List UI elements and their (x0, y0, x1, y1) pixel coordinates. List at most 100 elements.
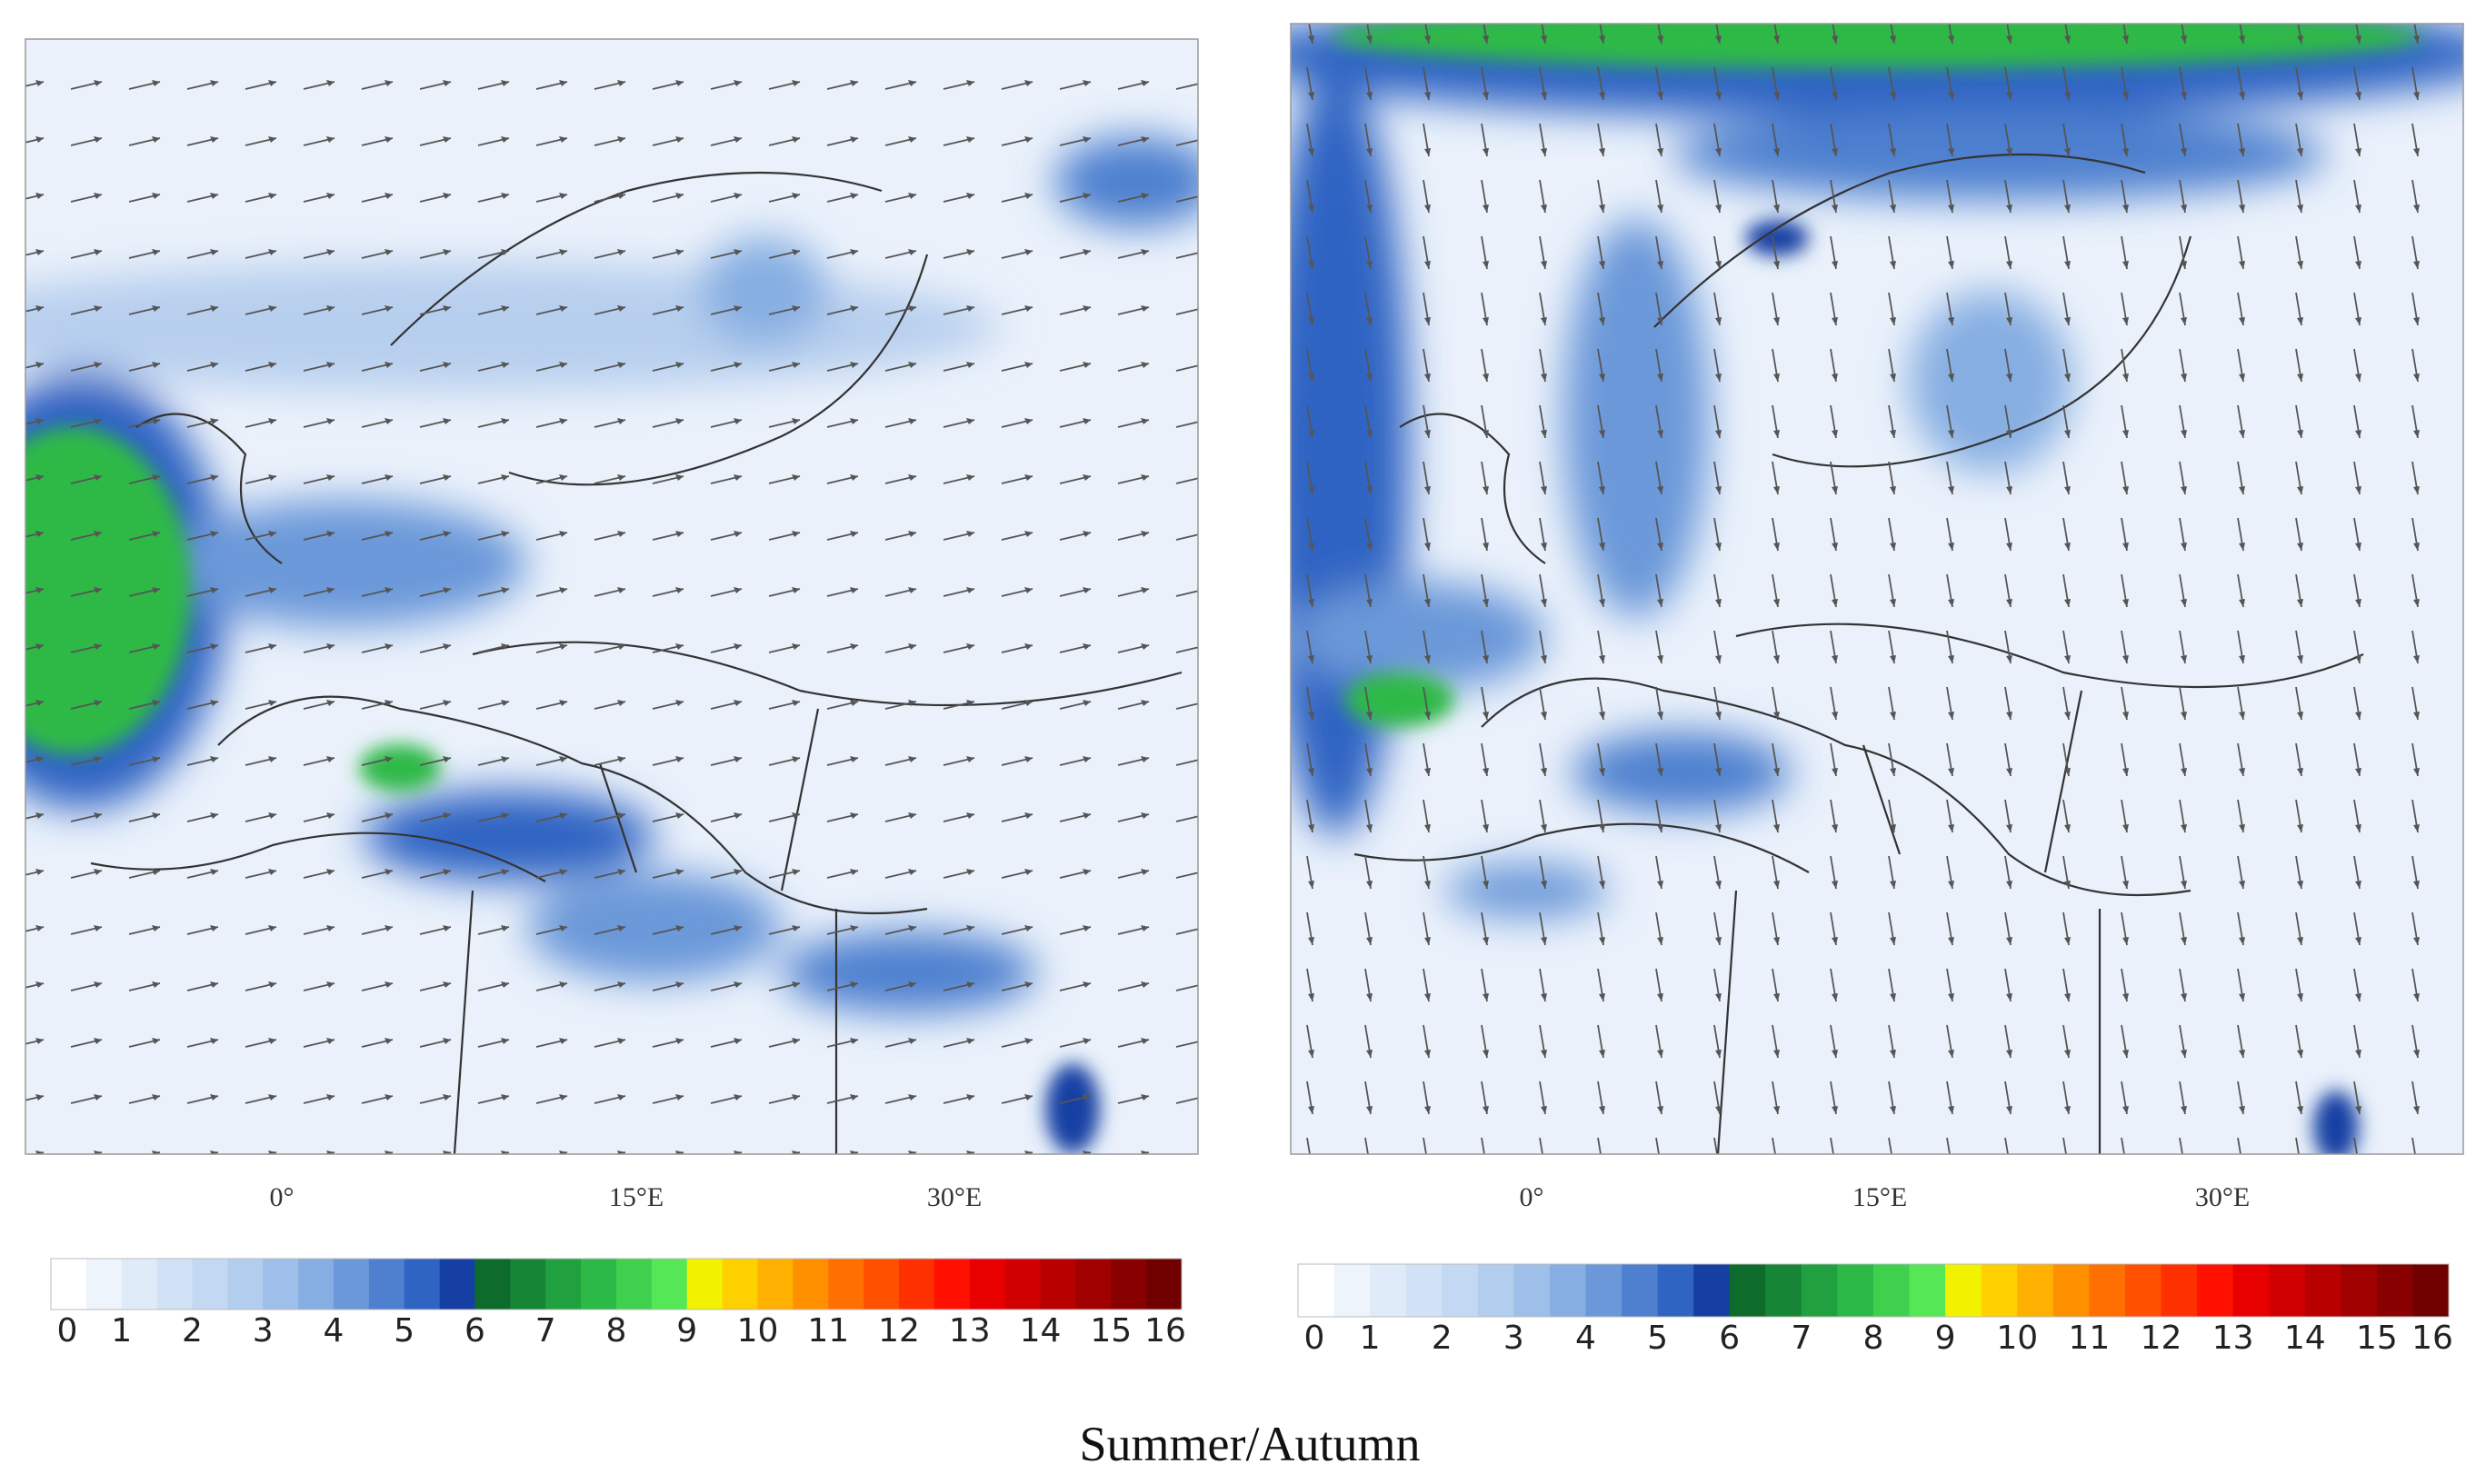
colorbar-swatch (192, 1259, 228, 1310)
colorbar-swatch (298, 1259, 334, 1310)
map-frame (1290, 23, 2464, 1155)
colorbar-swatch (1909, 1264, 1946, 1317)
colorbar-swatch (1513, 1264, 1551, 1317)
colorbar-tick-label: 14 (1020, 1312, 1062, 1350)
colorbar-swatch (474, 1259, 511, 1310)
colorbar-swatch (1981, 1264, 2018, 1317)
colorbar-swatch (2089, 1264, 2126, 1317)
colorbar-swatch (1549, 1264, 1586, 1317)
colorbar-swatch (1298, 1264, 1335, 1317)
colorbar-swatch (757, 1259, 794, 1310)
colorbar-swatch (1333, 1264, 1371, 1317)
colorbar-tick-label: 8 (1863, 1320, 1884, 1357)
colorbar-swatch (2232, 1264, 2270, 1317)
colorbar-tick-label: 2 (1432, 1320, 1453, 1357)
colorbar-tick-label: 2 (182, 1312, 203, 1350)
longitude-label: 0° (270, 1182, 295, 1212)
colorbar-swatch (616, 1259, 653, 1310)
caption: Summer/Autumn (1080, 1417, 1421, 1471)
colorbar-swatch (263, 1259, 299, 1310)
map-left (25, 39, 1198, 1154)
colorbar-swatch (1585, 1264, 1622, 1317)
colorbar-tick-label: 6 (464, 1312, 485, 1350)
colorbar-tick-label: 11 (807, 1312, 849, 1350)
colorbar-swatch (334, 1259, 370, 1310)
wind-vectors (25, 39, 1198, 1154)
colorbar-swatch (1004, 1259, 1041, 1310)
colorbar-tick-label: 4 (324, 1312, 344, 1350)
colorbar-swatch (2412, 1264, 2450, 1317)
colorbar-swatch (2304, 1264, 2341, 1317)
colorbar-tick-label: 14 (2284, 1320, 2326, 1357)
colorbar-swatch (1801, 1264, 1838, 1317)
colorbar-swatch (722, 1259, 758, 1310)
colorbar-swatch (2161, 1264, 2198, 1317)
colorbar-swatch (2376, 1264, 2413, 1317)
colorbar-swatch (933, 1259, 971, 1310)
longitude-label: 30°E (927, 1182, 982, 1212)
colorbar-swatch (969, 1259, 1006, 1310)
colorbar-swatch (545, 1259, 582, 1310)
colorbar-swatch (1111, 1259, 1147, 1310)
colorbar-swatch (864, 1259, 900, 1310)
colorbar-tick-label: 11 (2068, 1320, 2110, 1357)
colorbar-tick-label: 0 (57, 1312, 78, 1350)
colorbar-tick-label: 10 (737, 1312, 779, 1350)
colorbar-swatch (227, 1259, 264, 1310)
colorbar-swatch (2017, 1264, 2054, 1317)
colorbar-tick-label: 3 (253, 1312, 274, 1350)
colorbar-swatch (404, 1259, 441, 1310)
colorbar-swatch (2341, 1264, 2378, 1317)
colorbar-swatch (2052, 1264, 2090, 1317)
colorbar-tick-label: 6 (1719, 1320, 1740, 1357)
colorbar-swatch (1693, 1264, 1731, 1317)
colorbar-swatch (510, 1259, 546, 1310)
colorbar-tick-label: 16 (1144, 1312, 1186, 1350)
colorbar-swatch (1370, 1264, 1407, 1317)
colorbar-tick-label: 0 (1304, 1320, 1325, 1357)
colorbar-tick-label: 1 (1360, 1320, 1381, 1357)
colorbar-swatch (1765, 1264, 1802, 1317)
colorbar-tick-label: 10 (1996, 1320, 2038, 1357)
colorbar-swatch (686, 1259, 724, 1310)
colorbar-swatch (1405, 1264, 1443, 1317)
colorbar-swatch (156, 1259, 193, 1310)
colorbar-swatch (899, 1259, 935, 1310)
colorbar-swatch (2269, 1264, 2306, 1317)
colorbar-swatch (1442, 1264, 1479, 1317)
colorbar-swatch (439, 1259, 475, 1310)
colorbar-tick-label: 15 (2356, 1320, 2398, 1357)
colorbar-swatch (1622, 1264, 1659, 1317)
colorbar-swatch (793, 1259, 829, 1310)
colorbar-swatch (51, 1259, 87, 1310)
longitude-label: 15°E (1852, 1182, 1907, 1212)
longitude-label: 15°E (609, 1182, 664, 1212)
colorbar-swatch (121, 1259, 158, 1310)
colorbar-swatch (1837, 1264, 1874, 1317)
colorbar-frame (50, 1258, 1183, 1310)
colorbar-swatch (368, 1259, 405, 1310)
colorbar-tick-label: 13 (2212, 1320, 2254, 1357)
colorbar-tick-label: 5 (394, 1312, 414, 1350)
wind-vectors (1291, 24, 2463, 1154)
colorbar-tick-label: 3 (1503, 1320, 1524, 1357)
colorbar-swatch (1729, 1264, 1766, 1317)
map-frame (25, 38, 1199, 1155)
colorbar-tick-label: 5 (1647, 1320, 1668, 1357)
colorbar-tick-label: 16 (2411, 1320, 2453, 1357)
colorbar-tick-label: 12 (878, 1312, 920, 1350)
map-right (1291, 24, 2463, 1154)
colorbar-tick-label: 4 (1575, 1320, 1596, 1357)
colorbar-tick-label: 8 (606, 1312, 627, 1350)
longitude-label: 30°E (2195, 1182, 2250, 1212)
colorbar-swatch (1146, 1259, 1183, 1310)
colorbar-tick-label: 13 (949, 1312, 991, 1350)
colorbar-swatch (85, 1259, 123, 1310)
colorbar-swatch (1477, 1264, 1514, 1317)
colorbar-swatch (1657, 1264, 1694, 1317)
colorbar-swatch (2197, 1264, 2234, 1317)
colorbar-tick-label: 9 (676, 1312, 697, 1350)
colorbar-swatch (1040, 1259, 1076, 1310)
